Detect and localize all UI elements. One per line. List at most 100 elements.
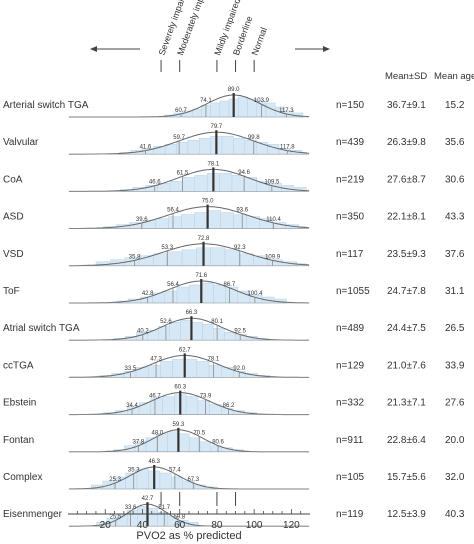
percentile-label: 73.9 xyxy=(200,393,212,399)
row-n-value: n=129 xyxy=(336,360,365,371)
percentile-label: 70.5 xyxy=(193,430,205,436)
normal-curve xyxy=(68,280,310,304)
percentile-label: 39.6 xyxy=(136,217,148,223)
distribution-row: 37.8 48.0 59.3 70.5 80.6 Fontan n=911 22.8±6.4 2… xyxy=(3,422,465,453)
percentile-label: 74.1 xyxy=(200,98,212,104)
percentile-label: 80.1 xyxy=(211,319,223,325)
histogram-bar xyxy=(207,210,221,229)
x-tick-label: 100 xyxy=(246,520,263,531)
percentile-label: 89.0 xyxy=(228,87,240,93)
row-group-label: Valvular xyxy=(3,137,39,148)
histogram-bar xyxy=(221,135,234,155)
row-mean-sd: 21.0±7.6 xyxy=(387,360,426,371)
histogram-bar xyxy=(239,253,254,267)
histogram-bar xyxy=(147,365,161,378)
row-group-label: Ebstein xyxy=(3,398,36,409)
row-mean-sd: 21.3±7.1 xyxy=(387,398,426,409)
row-group-label: Atrial switch TGA xyxy=(3,323,80,334)
row-mean-sd: 24.7±7.8 xyxy=(387,286,426,297)
percentile-label: 34.4 xyxy=(126,403,138,409)
percentile-label: 78.1 xyxy=(208,161,220,167)
percentile-label: 72.8 xyxy=(198,236,210,242)
histogram-bar xyxy=(210,102,221,118)
histogram-bar xyxy=(135,367,149,378)
percentile-label: 33.5 xyxy=(125,366,137,372)
x-tick-label: 80 xyxy=(211,520,223,531)
histogram-bar xyxy=(167,431,179,453)
category-label: Normal xyxy=(250,26,269,57)
percentile-label: 42.8 xyxy=(142,291,154,297)
distribution-row: 40.2 52.6 66.3 80.1 92.5 Atrial switch TGA n=4… xyxy=(3,310,465,341)
percentile-label: 103.9 xyxy=(254,98,270,104)
normal-curve xyxy=(68,354,310,378)
percentile-label: 78.1 xyxy=(208,356,220,362)
row-mean-sd: 23.5±9.3 xyxy=(387,249,426,260)
histogram-bar xyxy=(244,177,258,192)
row-group-label: ASD xyxy=(3,212,24,223)
percentile-label: 37.8 xyxy=(133,440,145,446)
row-mean-age: 27.6 xyxy=(445,398,465,409)
normal-curve xyxy=(68,206,310,229)
percentile-label: 61.5 xyxy=(177,170,189,176)
normal-curve xyxy=(68,317,310,341)
percentile-label: 99.8 xyxy=(248,135,260,141)
left-arrow-icon xyxy=(90,46,97,52)
histogram-bar xyxy=(196,361,210,378)
right-arrow-icon xyxy=(323,46,330,52)
header-mean-sd: Mean±SD xyxy=(385,71,427,82)
row-group-label: Fontan xyxy=(3,435,34,446)
histogram-bar xyxy=(172,359,185,378)
percentile-label: 71.6 xyxy=(195,273,207,279)
row-group-label: ToF xyxy=(3,286,20,297)
histogram-bar xyxy=(199,441,212,453)
histogram-bar xyxy=(160,361,173,378)
distribution-row: 60.7 74.1 89.0 103.9 117.3 Arterial switch TG… xyxy=(3,87,465,118)
distribution-row: 25.3 35.3 46.3 57.4 67.3 Complex n=105 15.7±5.6… xyxy=(3,459,465,490)
histogram-bar xyxy=(197,400,210,415)
percentile-label: 79.7 xyxy=(211,124,223,130)
histogram-bar xyxy=(181,249,197,267)
percentile-label: 80.6 xyxy=(212,440,224,446)
distribution-row: 42.8 56.4 71.6 86.7 100.4 ToF n=1055 24.7±7.8 31… xyxy=(3,273,465,304)
histogram-bar xyxy=(158,325,170,341)
percentile-label: 57.4 xyxy=(169,468,181,474)
histogram-bar xyxy=(156,433,168,453)
histogram-bar xyxy=(164,143,177,155)
percentile-label: 25.5 xyxy=(110,514,122,520)
row-n-value: n=105 xyxy=(336,472,365,483)
distribution-row: 41.6 59.7 79.7 99.8 117.8 Valvular n=439 26.3±9… xyxy=(3,124,465,155)
histogram-bar xyxy=(201,282,214,304)
percentile-label: 46.6 xyxy=(149,180,161,186)
percentile-label: 53.3 xyxy=(161,245,173,251)
distribution-row: 35.8 53.3 72.8 92.3 109.9 VSD n=117 23.5±9.3 37.… xyxy=(3,236,465,267)
percentile-label: 62.7 xyxy=(179,347,191,353)
histogram-bar xyxy=(188,284,202,304)
row-n-value: n=332 xyxy=(336,398,365,409)
row-n-value: n=350 xyxy=(336,212,365,223)
percentile-label: 86.7 xyxy=(224,282,236,288)
percentile-label: 75.0 xyxy=(202,199,214,205)
x-tick-label: 60 xyxy=(174,520,186,531)
percentile-label: 86.2 xyxy=(223,403,235,409)
row-group-label: Eisenmenger xyxy=(3,509,63,520)
histogram-bar xyxy=(199,137,211,155)
normal-curve xyxy=(68,243,310,267)
row-n-value: n=150 xyxy=(336,100,365,111)
row-mean-sd: 22.1±8.1 xyxy=(387,212,426,223)
histogram-bar xyxy=(171,476,184,490)
histogram-bar xyxy=(224,249,240,267)
x-axis: 20 40 60 80 100 120 PVO2 as % predicted xyxy=(68,492,310,542)
row-mean-sd: 12.5±3.9 xyxy=(387,509,426,520)
row-mean-age: 43.3 xyxy=(445,212,465,223)
row-mean-sd: 26.3±9.8 xyxy=(387,137,426,148)
row-mean-age: 33.9 xyxy=(445,360,465,371)
percentile-label: 35.3 xyxy=(128,468,140,474)
histogram-bar xyxy=(188,437,201,453)
header-mean-age: Mean age xyxy=(434,71,474,82)
histogram-bar xyxy=(208,365,222,378)
percentile-label: 100.4 xyxy=(247,291,263,297)
row-n-value: n=1055 xyxy=(336,286,370,297)
percentile-label: 109.5 xyxy=(264,180,280,186)
percentile-label: 51.7 xyxy=(158,505,170,511)
percentile-label: 33.6 xyxy=(125,505,137,511)
